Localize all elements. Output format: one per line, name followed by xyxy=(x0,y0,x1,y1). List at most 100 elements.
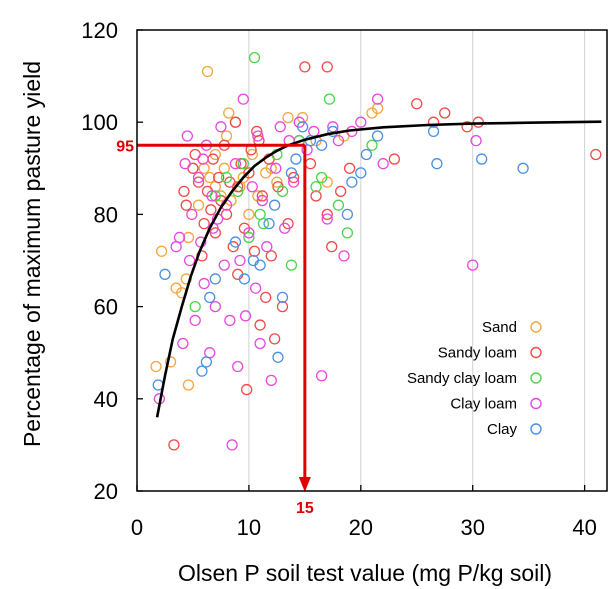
fitted-curve xyxy=(155,120,602,418)
point-sandy-loam xyxy=(254,319,266,331)
point-sandy-loam xyxy=(178,185,190,198)
point-clay xyxy=(315,139,328,151)
point-sand xyxy=(243,208,255,221)
legend-label-clay-loam: Clay loam xyxy=(450,396,517,413)
point-sand xyxy=(204,171,216,184)
point-clay-loam xyxy=(256,194,268,207)
point-sandy-clay-loam xyxy=(315,171,328,184)
reference-x-label: 15 xyxy=(296,500,314,517)
point-sandy-loam xyxy=(232,181,244,193)
y-tick-label: 60 xyxy=(94,295,118,320)
point-clay xyxy=(238,273,251,285)
point-sandy-loam xyxy=(241,383,253,396)
point-clay-loam xyxy=(467,259,479,271)
legend-marker-sandy-clay-loam xyxy=(530,372,542,384)
point-clay xyxy=(196,365,208,377)
point-clay xyxy=(296,121,309,133)
point-clay-loam xyxy=(321,213,333,225)
point-clay xyxy=(276,291,289,304)
y-axis-title: Percentage of maximum pasture yield xyxy=(19,61,45,447)
point-clay xyxy=(209,273,221,285)
point-sand xyxy=(282,111,294,124)
x-tick-label: 40 xyxy=(572,515,596,540)
y-axis-ticks: 20 40 60 80 100 120 xyxy=(81,18,143,504)
point-clay xyxy=(427,125,440,138)
point-clay-loam xyxy=(192,171,205,184)
point-sandy-loam xyxy=(192,176,205,188)
point-sand xyxy=(164,356,177,368)
reference-arrow-head xyxy=(298,477,311,492)
point-clay xyxy=(476,153,488,165)
legend-marker-sand xyxy=(530,321,542,333)
point-clay-loam xyxy=(179,158,191,170)
point-clay-loam xyxy=(371,93,384,105)
point-sandy-loam xyxy=(276,300,289,313)
point-clay xyxy=(285,167,298,179)
point-sandy-loam xyxy=(213,171,225,184)
y-tick-label: 100 xyxy=(81,110,118,135)
point-clay xyxy=(159,268,171,280)
point-sand xyxy=(223,107,235,119)
point-sandy-clay-loam xyxy=(248,52,261,64)
y-tick-label: 20 xyxy=(94,479,118,504)
point-clay xyxy=(355,167,367,179)
point-sand xyxy=(182,231,195,244)
point-clay xyxy=(517,162,529,174)
point-sandy-loam xyxy=(321,208,333,221)
point-clay-loam xyxy=(254,337,266,350)
point-clay-loam xyxy=(224,314,236,327)
point-clay-loam xyxy=(249,282,262,294)
point-sandy-loam xyxy=(265,250,277,262)
point-clay-loam xyxy=(198,277,210,290)
point-clay-loam xyxy=(229,158,242,170)
point-sandy-loam xyxy=(299,61,311,73)
point-clay-loam xyxy=(355,116,367,128)
point-clay-loam xyxy=(470,134,482,147)
y-tick-label: 120 xyxy=(81,18,118,43)
point-sand xyxy=(215,190,227,202)
point-clay-loam xyxy=(206,190,218,202)
point-clay xyxy=(204,291,216,304)
point-clay-loam xyxy=(173,231,186,244)
point-sandy-loam xyxy=(248,245,261,257)
legend-label-clay: Clay xyxy=(487,421,518,438)
point-clay-loam xyxy=(183,254,196,267)
point-clay-loam xyxy=(226,439,238,451)
point-sandy-loam xyxy=(168,439,180,451)
point-sandy-clay-loam xyxy=(237,158,249,170)
y-tick-label: 80 xyxy=(94,202,118,227)
point-sandy-clay-loam xyxy=(254,208,266,221)
point-clay-loam xyxy=(237,93,249,105)
point-clay xyxy=(263,217,275,230)
reference-y-label: 95 xyxy=(116,138,134,155)
point-clay-loam xyxy=(189,314,201,327)
legend-label-sandy-clay-loam: Sandy clay loam xyxy=(407,370,517,387)
scatter-points xyxy=(150,52,602,451)
point-sandy-loam xyxy=(268,333,281,345)
point-clay-loam xyxy=(215,121,227,133)
point-clay-loam xyxy=(243,227,255,239)
point-sandy-loam xyxy=(205,204,217,216)
point-sandy-loam xyxy=(310,190,322,202)
legend: Sand Sandy loam Sandy clay loam Clay loam Cl… xyxy=(407,319,542,438)
point-clay-loam xyxy=(232,360,244,373)
point-sandy-loam xyxy=(229,116,242,128)
legend-marker-clay-loam xyxy=(530,397,542,410)
point-sand xyxy=(220,130,233,142)
legend-marker-sandy-loam xyxy=(530,346,542,359)
point-clay-loam xyxy=(234,254,246,267)
point-sandy-clay-loam xyxy=(323,93,336,105)
point-sandy-loam xyxy=(343,162,356,174)
point-sandy-clay-loam xyxy=(285,259,298,271)
point-clay-loam xyxy=(170,241,182,253)
point-clay xyxy=(254,259,266,271)
point-clay-loam xyxy=(338,250,350,262)
point-sandy-clay-loam xyxy=(332,199,345,211)
legend-marker-clay xyxy=(530,423,542,435)
point-sandy-loam xyxy=(411,98,423,110)
point-clay-loam xyxy=(204,347,216,359)
point-sandy-clay-loam xyxy=(189,300,201,313)
point-sand xyxy=(371,102,384,115)
point-clay-loam xyxy=(177,337,189,350)
